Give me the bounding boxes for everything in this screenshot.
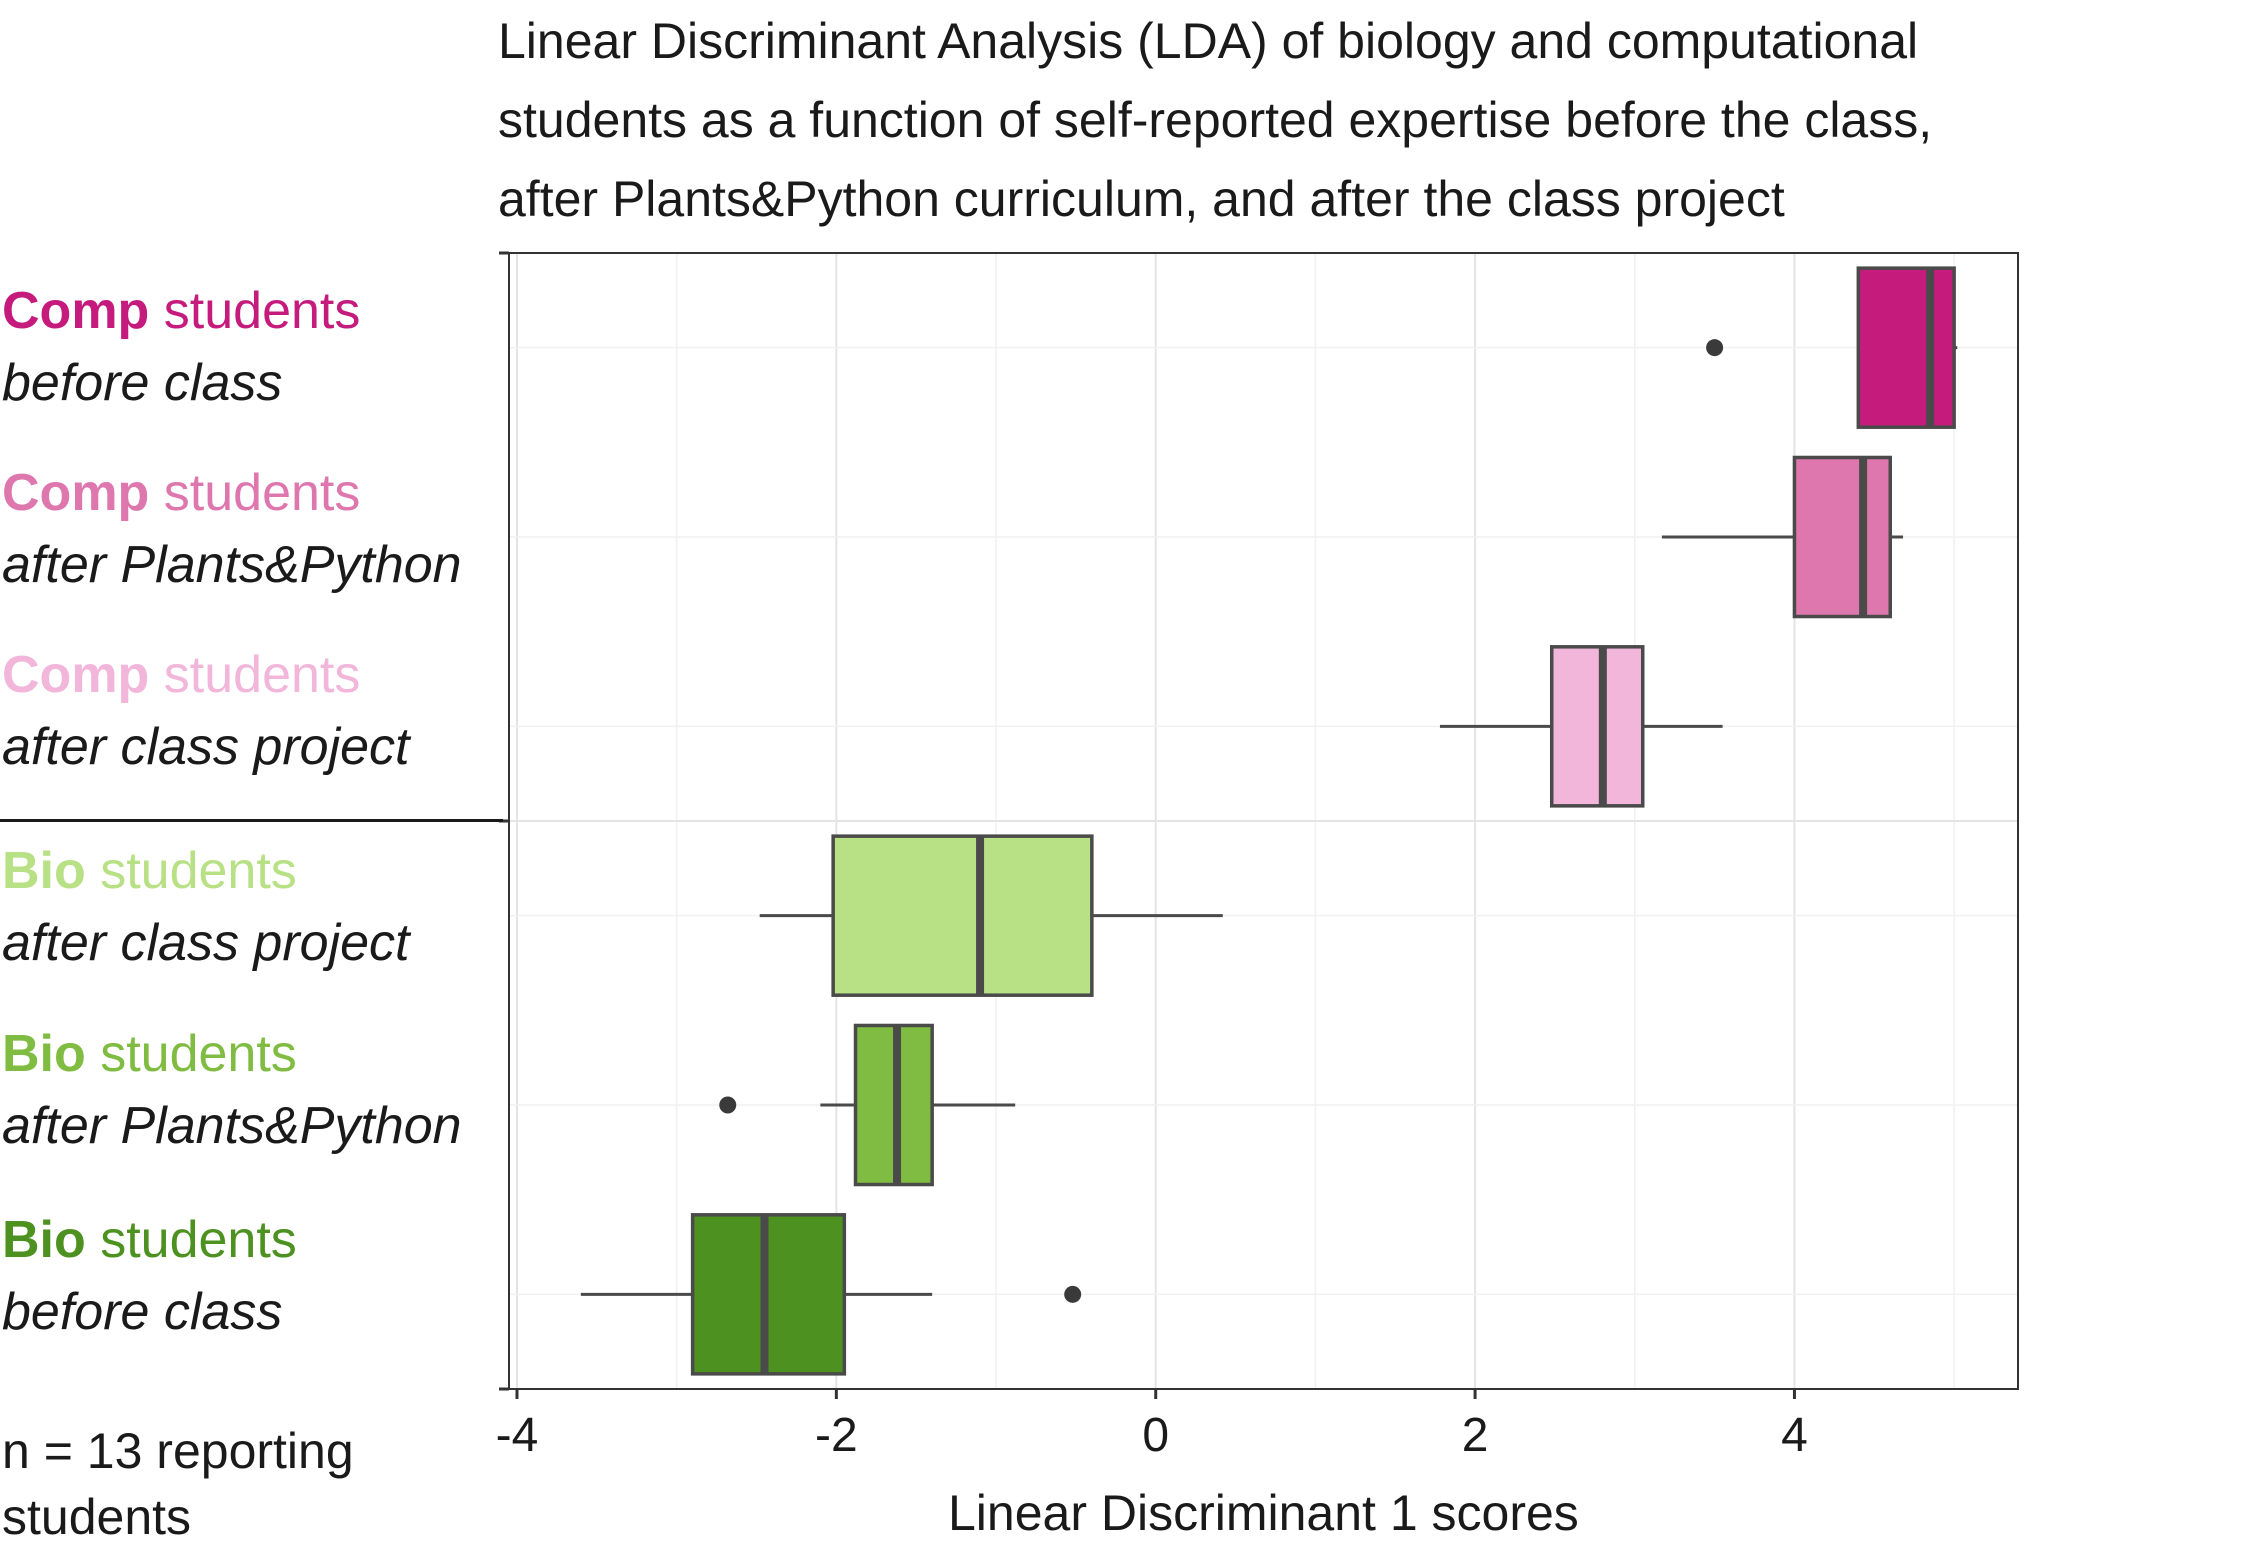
group-word: students — [100, 842, 297, 900]
box-bio-3 — [759, 834, 1223, 997]
outlier-point — [719, 1096, 737, 1114]
outlier-point — [1706, 339, 1724, 357]
group-condition: after class project — [2, 914, 410, 972]
group-word: students — [100, 1211, 297, 1269]
box-iqr — [1792, 455, 1893, 619]
group-name: Bio — [2, 842, 86, 900]
box-bio-4 — [719, 1023, 1016, 1187]
note-line-2: students — [2, 1489, 192, 1545]
box-bio-5 — [580, 1213, 1082, 1376]
title-line-2: students as a function of self-reported … — [498, 92, 1933, 148]
box-comp-2 — [1439, 645, 1723, 808]
group-name: Comp — [2, 464, 150, 522]
group-name: Bio — [2, 1211, 86, 1269]
group-label-comp-after-project: Comp students after class project — [2, 639, 410, 783]
note-line-1: n = 13 reporting — [2, 1423, 354, 1479]
box-layer — [580, 266, 1958, 1376]
box-comp-0 — [1706, 266, 1958, 429]
grid-layer — [509, 252, 2018, 1390]
group-name: Bio — [2, 1025, 86, 1083]
group-label-bio-after-plants-python: Bio students after Plants&Python — [2, 1018, 462, 1162]
group-label-bio-after-project: Bio students after class project — [2, 835, 410, 979]
group-name: Comp — [2, 282, 150, 340]
box-iqr — [1549, 645, 1645, 808]
box-iqr — [1856, 266, 1956, 429]
group-condition: before class — [2, 1283, 283, 1341]
box-comp-1 — [1661, 455, 1904, 619]
group-separator — [0, 819, 503, 822]
group-condition: after Plants&Python — [2, 1097, 462, 1155]
outlier-point — [1064, 1285, 1082, 1303]
x-tick-label: 0 — [1142, 1409, 1169, 1462]
x-tick-label: 2 — [1462, 1409, 1489, 1462]
title-line-1: Linear Discriminant Analysis (LDA) of bi… — [498, 13, 1919, 69]
group-label-comp-before: Comp students before class — [2, 275, 360, 419]
box-iqr — [831, 834, 1094, 997]
chart-title: Linear Discriminant Analysis (LDA) of bi… — [498, 2, 2258, 239]
title-line-3: after Plants&Python curriculum, and afte… — [498, 171, 1785, 227]
sample-size-note: n = 13 reporting students — [2, 1418, 354, 1550]
group-condition: before class — [2, 354, 283, 412]
x-tick-label: -2 — [815, 1409, 858, 1462]
x-axis-label: Linear Discriminant 1 scores — [948, 1485, 1579, 1541]
group-word: students — [100, 1025, 297, 1083]
axis-layer: -4 -2 0 2 4 — [496, 251, 1808, 1462]
group-word: students — [163, 464, 361, 522]
group-word: students — [163, 282, 361, 340]
group-condition: after Plants&Python — [2, 536, 462, 594]
x-tick-label: 4 — [1781, 1409, 1808, 1462]
group-condition: after class project — [2, 718, 410, 776]
x-tick-label: -4 — [496, 1409, 539, 1462]
group-label-comp-after-plants-python: Comp students after Plants&Python — [2, 457, 462, 601]
group-name: Comp — [2, 646, 150, 704]
group-word: students — [163, 646, 361, 704]
group-label-bio-before: Bio students before class — [2, 1204, 297, 1348]
